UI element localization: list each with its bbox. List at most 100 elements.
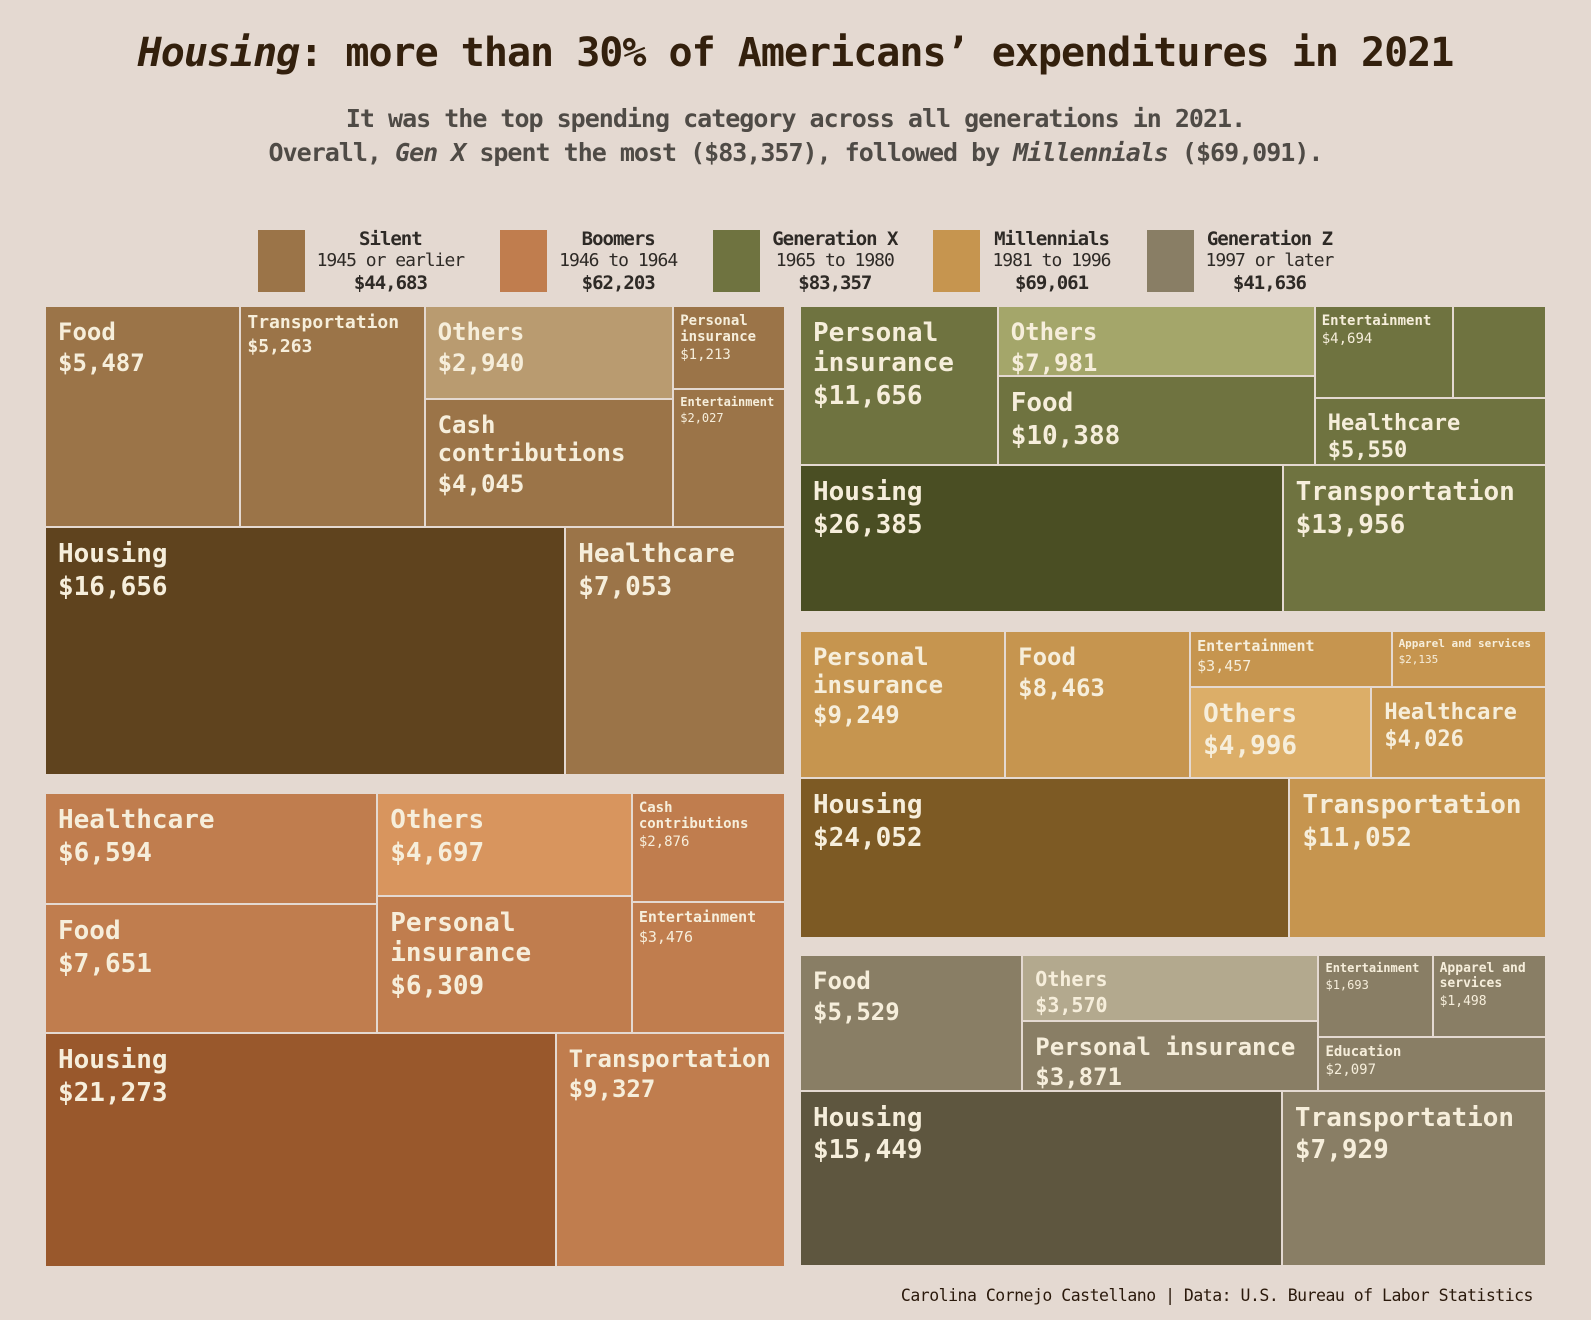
- legend-years: 1965 to 1980: [775, 250, 895, 272]
- cell-generation-x-others: Others $7,981: [997, 306, 1315, 377]
- legend-label-silent: Silent 1945 or earlier $44,683: [317, 228, 466, 294]
- cell-value: $13,956: [1295, 510, 1406, 540]
- cell-label: Food: [58, 318, 116, 346]
- cell-millennials-transportation: Transportation $11,052: [1289, 778, 1546, 938]
- cell-value: $4,045: [437, 469, 525, 498]
- cell-millennials-food: Food $8,463: [1005, 631, 1191, 779]
- cell-label: Personal insurance: [1035, 1032, 1296, 1061]
- cell-label: Food: [1018, 643, 1076, 671]
- subtitle-genx-emphasis: Gen X: [395, 137, 466, 167]
- cell-boomers-housing: Housing $21,273: [45, 1032, 556, 1267]
- legend-label-generation-x: Generation X 1965 to 1980 $83,357: [772, 228, 898, 294]
- cell-silent-entertainment: Entertainment $2,027: [673, 388, 785, 528]
- cell-boomers-others: Others $4,697: [377, 793, 632, 896]
- cell-label: Entertainment: [680, 394, 775, 409]
- cell-label: Apparel and services: [1439, 961, 1526, 991]
- cell-value: $11,052: [1302, 823, 1412, 854]
- cell-generation-z-food: Food $5,529: [800, 955, 1023, 1091]
- cell-generation-z-education: Education $2,097: [1318, 1036, 1546, 1091]
- cell-value: $7,929: [1294, 1135, 1389, 1166]
- cell-label: Personal insurance: [813, 643, 944, 699]
- cell-generation-x-housing: Housing $26,385: [800, 465, 1283, 612]
- cell-value: $5,550: [1327, 438, 1408, 464]
- legend-total: $69,061: [1014, 271, 1089, 294]
- cell-value: $15,449: [813, 1135, 923, 1166]
- cell-label: Others: [437, 318, 525, 346]
- legend-item-millennials: Millennials 1981 to 1996 $69,061: [933, 228, 1112, 294]
- cell-label: Entertainment: [638, 908, 757, 927]
- treemap-silent: Food $5,487 Transportation $5,263 Others $2,9…: [45, 306, 785, 775]
- cell-value: $3,570: [1035, 993, 1108, 1017]
- legend-years: 1981 to 1996: [992, 250, 1111, 272]
- cell-label: Transportation: [1295, 477, 1515, 508]
- cell-label: Transportation: [1302, 790, 1522, 821]
- cell-value: $11,656: [813, 380, 923, 411]
- legend-total: $41,636: [1232, 271, 1307, 294]
- cell-value: $3,457: [1197, 657, 1252, 676]
- cell-boomers-food: Food $7,651: [45, 904, 378, 1033]
- cell-label: Entertainment: [1197, 637, 1315, 655]
- legend-item-generation-x: Generation X 1965 to 1980 $83,357: [713, 228, 898, 294]
- cell-generation-x-transportation: Transportation $13,956: [1282, 465, 1546, 612]
- cell-generation-z-transportation: Transportation $7,929: [1281, 1090, 1546, 1266]
- legend-name: Silent: [359, 228, 423, 250]
- cell-value: $1,213: [680, 347, 731, 364]
- cell-boomers-personal-insurance: Personal insurance $6,309: [377, 895, 632, 1033]
- cell-generation-z-others: Others $3,570: [1022, 955, 1319, 1021]
- cell-label: Personal insurance: [390, 907, 532, 968]
- cell-boomers-cash-contributions: Cash contributions $2,876: [631, 793, 785, 903]
- legend-name: Millennials: [994, 228, 1110, 250]
- legend-total: $44,683: [353, 271, 428, 294]
- cell-value: $9,249: [813, 701, 900, 730]
- cell-label: Food: [58, 916, 121, 947]
- subtitle-millennials-emphasis: Millennials: [1013, 137, 1169, 167]
- cell-value: $2,027: [680, 411, 724, 426]
- legend-label-generation-z: Generation Z 1997 or later $41,636: [1206, 228, 1335, 294]
- legend-item-generation-z: Generation Z 1997 or later $41,636: [1146, 228, 1335, 294]
- cell-label: Transportation: [568, 1044, 771, 1073]
- cell-value: $5,263: [247, 335, 313, 357]
- cell-boomers-healthcare: Healthcare $6,594: [45, 793, 378, 905]
- cell-label: Housing: [813, 477, 923, 508]
- subtitle-line2-prefix: Overall,: [268, 137, 396, 167]
- cell-label: Apparel and services: [1398, 637, 1532, 650]
- legend-swatch-generation-z: [1146, 230, 1194, 293]
- cell-label: Housing: [58, 1044, 168, 1075]
- cell-label: Others: [390, 805, 485, 835]
- cell-millennials-others: Others $4,996: [1190, 686, 1372, 779]
- cell-millennials-healthcare: Healthcare $4,026: [1371, 686, 1546, 779]
- cell-value: $26,385: [813, 510, 923, 540]
- legend-total: $83,357: [798, 271, 872, 294]
- cell-value: $7,651: [58, 949, 152, 980]
- cell-value: $3,871: [1035, 1063, 1122, 1091]
- treemap-millennials: Personal insurance $9,249 Food $8,463 Entert…: [800, 631, 1546, 938]
- subtitle-line2-mid: spent the most ($83,357), followed by: [465, 137, 1014, 167]
- cell-generation-z-entertainment: Entertainment $1,693: [1318, 955, 1433, 1037]
- cell-label: Housing: [58, 539, 168, 570]
- cell-label: Entertainment: [1325, 961, 1420, 975]
- subtitle: It was the top spending category across …: [0, 102, 1591, 170]
- cell-silent-housing: Housing $16,656: [45, 527, 566, 775]
- cell-value: $5,529: [813, 997, 900, 1026]
- cell-boomers-entertainment: Entertainment $3,476: [631, 902, 785, 1033]
- cell-value: $21,273: [58, 1077, 168, 1108]
- cell-generation-z-housing: Housing $15,449: [800, 1090, 1282, 1266]
- cell-generation-z-apparel-and-services: Apparel and services $1,498: [1432, 955, 1546, 1037]
- cell-label: Cash contributions: [437, 411, 626, 467]
- cell-label: Healthcare: [1384, 699, 1517, 725]
- legend-label-millennials: Millennials 1981 to 1996 $69,061: [992, 228, 1111, 294]
- cell-value: $4,697: [390, 837, 485, 868]
- cell-value: $8,463: [1018, 673, 1105, 702]
- cell-silent-food: Food $5,487: [45, 306, 241, 528]
- cell-label: Food: [1010, 388, 1074, 419]
- cell-label: Healthcare: [578, 539, 735, 570]
- cell-label: Education: [1325, 1043, 1402, 1060]
- cell-value: $5,487: [58, 348, 145, 377]
- cell-generation-x-healthcare: Healthcare $5,550: [1314, 397, 1546, 466]
- cell-generation-x-food: Food $10,388: [997, 376, 1315, 466]
- cell-value: $2,135: [1398, 652, 1439, 666]
- legend-name: Boomers: [581, 228, 656, 250]
- cell-value: $2,876: [638, 834, 690, 851]
- cell-millennials-apparel-and-services: Apparel and services $2,135: [1391, 631, 1546, 687]
